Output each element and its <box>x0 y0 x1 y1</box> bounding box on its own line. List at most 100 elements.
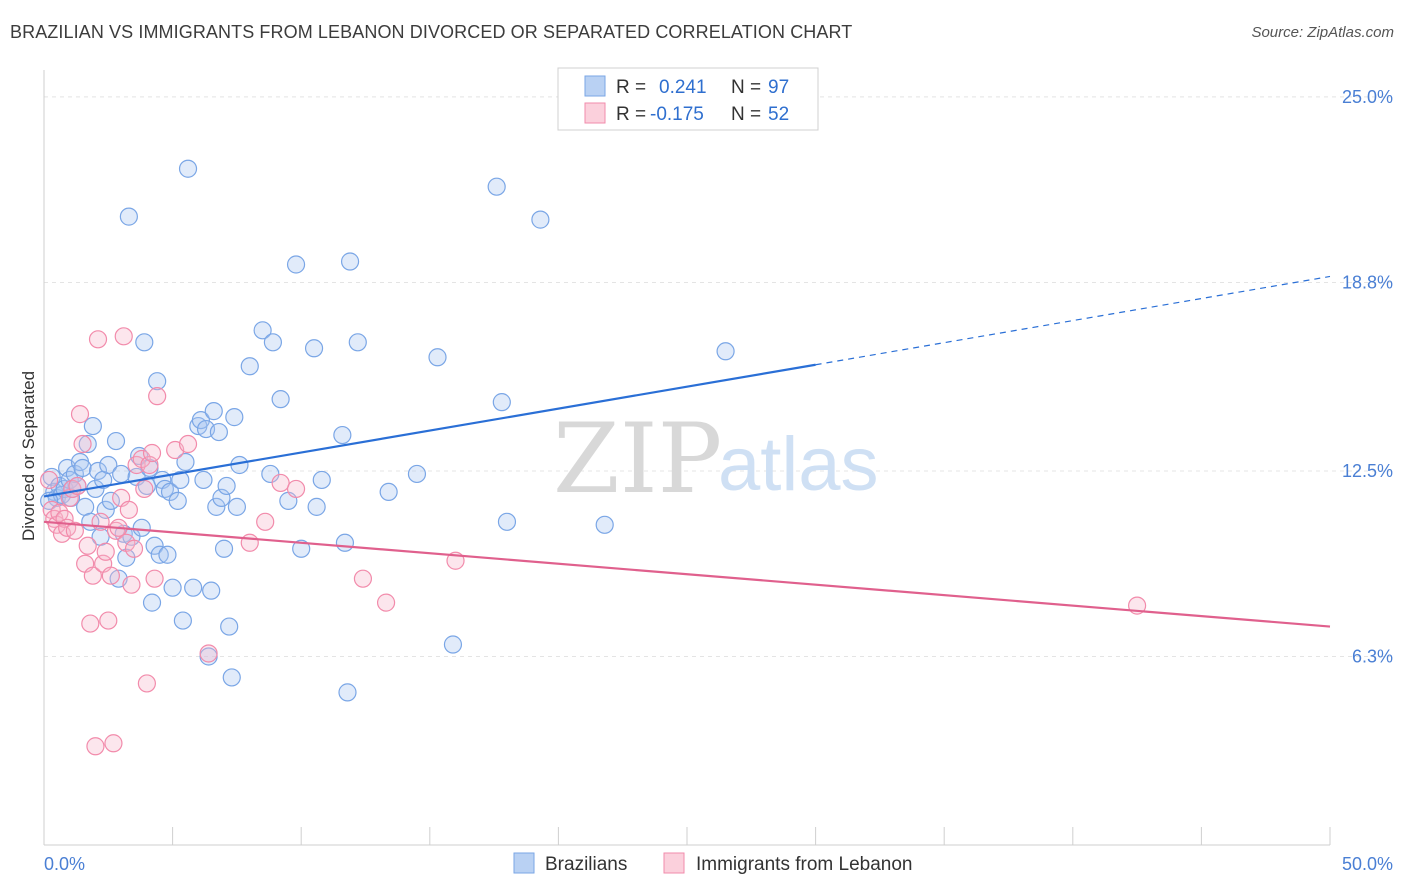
point-brazilians <box>497 512 517 531</box>
bottom-legend-label-brazilians: Brazilians <box>545 854 627 875</box>
point-brazilians <box>261 464 280 484</box>
watermark-atlas: atlas <box>718 422 879 507</box>
legend-r-label-2: R = <box>616 104 646 125</box>
point-brazilians <box>207 497 226 516</box>
point-brazilians <box>595 515 614 534</box>
point-brazilians <box>338 683 357 702</box>
point-brazilians <box>119 207 138 226</box>
point-brazilians <box>340 252 360 271</box>
point-brazilians <box>101 491 120 510</box>
point-brazilians <box>335 533 355 552</box>
point-brazilians <box>96 500 115 519</box>
point-brazilians <box>202 581 221 600</box>
point-brazilians <box>171 470 190 490</box>
point-brazilians <box>379 482 398 502</box>
point-brazilians <box>227 497 246 516</box>
point-brazilians <box>184 578 203 597</box>
trend-line-brazilians <box>43 363 816 498</box>
point-brazilians <box>220 617 239 636</box>
point-lebanon <box>96 542 115 561</box>
point-brazilians <box>286 255 306 274</box>
point-brazilians <box>240 357 259 376</box>
bottom-legend-swatch-lebanon <box>663 852 685 874</box>
bottom-legend: Brazilians Immigrants from Lebanon <box>513 852 913 875</box>
point-brazilians <box>158 545 177 564</box>
point-lebanon <box>78 536 97 555</box>
point-lebanon <box>101 566 120 585</box>
point-brazilians <box>217 476 236 496</box>
point-brazilians <box>222 668 241 687</box>
trend-lines <box>43 275 1331 628</box>
point-lebanon <box>65 521 84 540</box>
point-brazilians <box>531 210 550 229</box>
legend-box: R = 0.241 N = 97 R = -0.175 N = 52 <box>557 67 819 131</box>
point-lebanon <box>73 434 92 454</box>
point-brazilians <box>99 455 118 475</box>
point-brazilians <box>78 434 97 454</box>
point-brazilians <box>135 333 154 352</box>
point-lebanon <box>99 611 118 630</box>
point-lebanon <box>81 614 100 633</box>
y-tick-label: 18.8% <box>1342 272 1393 292</box>
point-lebanon <box>286 479 306 499</box>
point-lebanon <box>122 575 141 594</box>
watermark-zip: ZIP <box>553 403 722 515</box>
point-lebanon <box>135 479 154 499</box>
point-brazilians <box>307 497 326 516</box>
point-brazilians <box>178 159 198 178</box>
point-lebanon <box>83 566 102 585</box>
point-brazilians <box>263 333 283 352</box>
legend-swatch-lebanon <box>584 102 606 124</box>
point-lebanon <box>137 674 156 693</box>
point-brazilians <box>209 422 228 442</box>
legend-n-label-2: N = <box>731 104 761 125</box>
point-lebanon <box>256 512 275 531</box>
point-lebanon <box>124 539 144 558</box>
point-lebanon <box>145 569 164 588</box>
point-brazilians <box>214 539 234 558</box>
point-lebanon <box>70 405 90 424</box>
legend-swatch-brazilians <box>584 75 606 97</box>
point-brazilians <box>194 470 213 490</box>
legend-n-value-1: 97 <box>768 77 789 98</box>
watermark: ZIP atlas <box>553 403 879 515</box>
point-brazilians <box>145 536 164 555</box>
point-brazilians <box>88 461 108 481</box>
point-brazilians <box>271 390 290 409</box>
point-brazilians <box>155 479 174 499</box>
legend-r-value-2: -0.175 <box>650 104 704 125</box>
trend-line-brazilians-extension <box>815 275 1331 366</box>
legend-n-label-1: N = <box>731 77 761 98</box>
chart-source: Source: ZipAtlas.com <box>1251 24 1394 41</box>
point-brazilians <box>333 425 352 445</box>
point-lebanon <box>40 470 59 490</box>
point-brazilians <box>428 348 447 367</box>
point-lebanon <box>119 500 138 519</box>
axes <box>43 70 1331 846</box>
point-brazilians <box>168 491 187 510</box>
point-lebanon <box>104 734 123 753</box>
point-lebanon <box>353 569 373 588</box>
series-lebanon-points <box>40 327 1147 756</box>
x-tick-label: 0.0% <box>44 854 85 874</box>
legend-r-value-1: 0.241 <box>659 77 707 98</box>
point-lebanon <box>240 533 259 552</box>
y-tick-labels: 6.3% 12.5% 18.8% 25.0% <box>1342 87 1393 667</box>
point-lebanon <box>127 455 146 475</box>
point-brazilians <box>348 333 367 352</box>
y-tick-label: 6.3% <box>1352 646 1393 666</box>
point-brazilians <box>112 464 131 484</box>
point-brazilians <box>716 342 735 361</box>
point-brazilians <box>292 539 311 558</box>
point-brazilians <box>304 339 324 358</box>
point-brazilians <box>73 458 92 478</box>
bottom-legend-label-lebanon: Immigrants from Lebanon <box>696 854 913 875</box>
legend-n-value-2: 52 <box>768 104 789 125</box>
point-lebanon <box>50 503 69 522</box>
grid-lines <box>44 96 1392 657</box>
x-tick-labels: 0.0% 50.0% <box>44 854 1393 874</box>
point-lebanon <box>86 737 105 756</box>
point-lebanon <box>199 644 218 663</box>
point-brazilians <box>148 372 167 391</box>
